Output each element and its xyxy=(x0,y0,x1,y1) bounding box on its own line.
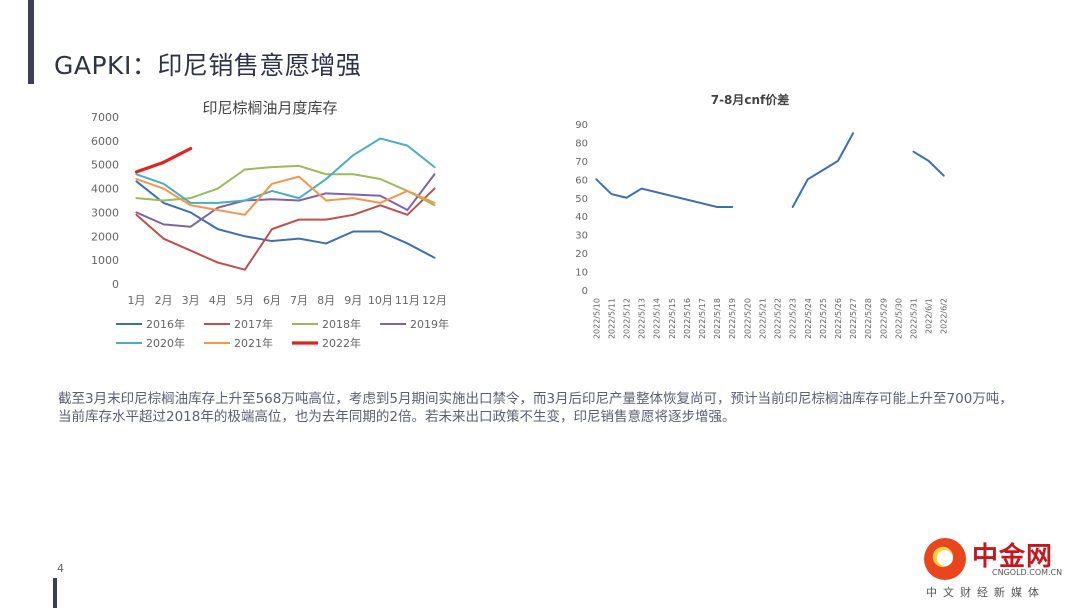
logo-tagline: 中文财经新媒体 xyxy=(926,586,1045,599)
x-tick-label: 2022/5/11 xyxy=(607,298,616,339)
y-tick-label: 6000 xyxy=(91,135,119,148)
legend-label: 2022年 xyxy=(322,336,361,350)
x-tick-label: 2022/5/22 xyxy=(774,298,783,339)
series-line-2016年 xyxy=(135,180,436,259)
series-line-series-0 xyxy=(912,150,945,177)
y-tick-label: 10 xyxy=(575,268,588,279)
x-tick-label: 12月 xyxy=(422,294,447,307)
y-tick-label: 40 xyxy=(575,212,588,223)
y-tick-label: 0 xyxy=(582,286,588,297)
x-tick-label: 2022/5/20 xyxy=(743,298,752,339)
x-tick-label: 2022/5/26 xyxy=(834,298,843,339)
legend-label: 2016年 xyxy=(146,317,185,331)
x-tick-label: 2022/5/25 xyxy=(819,298,828,339)
x-tick-label: 2022/5/28 xyxy=(864,298,873,339)
y-tick-label: 0 xyxy=(112,278,119,291)
series-line-2019年 xyxy=(135,173,436,228)
y-tick-label: 3000 xyxy=(91,206,119,219)
x-tick-label: 2022/5/16 xyxy=(683,298,692,339)
y-tick-label: 60 xyxy=(575,175,588,186)
y-tick-label: 2000 xyxy=(91,230,119,243)
x-tick-label: 8月 xyxy=(317,294,335,307)
x-tick-label: 1月 xyxy=(127,294,145,307)
x-tick-label: 2022/5/18 xyxy=(713,298,722,339)
x-tick-label: 2022/5/30 xyxy=(894,298,903,339)
chart-title: 印尼棕榈油月度库存 xyxy=(202,99,337,117)
x-tick-label: 7月 xyxy=(290,294,308,307)
page-number: 4 xyxy=(57,562,64,575)
x-tick-label: 2022/5/31 xyxy=(909,298,918,339)
x-tick-label: 9月 xyxy=(344,294,362,307)
x-tick-label: 2022/5/23 xyxy=(789,298,798,339)
y-tick-label: 7000 xyxy=(91,111,119,124)
x-tick-label: 2022/5/14 xyxy=(653,298,662,339)
legend-label: 2018年 xyxy=(322,317,361,331)
y-tick-label: 50 xyxy=(575,194,588,205)
y-tick-label: 90 xyxy=(575,120,588,131)
y-tick-label: 30 xyxy=(575,231,588,242)
series-line-2022年 xyxy=(134,146,193,174)
cngold-logo: 中金网 CNGOLD.COM.CN 中文财经新媒体 xyxy=(920,536,1070,600)
x-tick-label: 2022/5/19 xyxy=(728,298,737,339)
footer-accent-bar xyxy=(53,578,57,608)
chart-title: 7-8月cnf价差 xyxy=(711,92,790,107)
legend-label: 2021年 xyxy=(234,336,273,350)
summary-paragraph: 截至3月末印尼棕榈油库存上升至568万吨高位，考虑到5月期间实施出口禁令，而3月… xyxy=(58,391,1013,425)
title-accent-bar xyxy=(28,0,34,84)
series-line-series-0 xyxy=(595,178,734,208)
x-tick-label: 2022/5/17 xyxy=(698,298,707,339)
x-tick-label: 2022/5/10 xyxy=(592,298,601,339)
y-tick-label: 20 xyxy=(575,249,588,260)
logo-mark-icon xyxy=(924,538,966,580)
x-tick-label: 4月 xyxy=(209,294,227,307)
x-tick-label: 2022/5/12 xyxy=(623,298,632,339)
x-tick-label: 3月 xyxy=(182,294,200,307)
cnf-spread-line-chart: 7-8月cnf价差 0 10 20 30 40 50 60 70 80 90 2022/5/10 202… xyxy=(560,88,960,350)
y-tick-label: 4000 xyxy=(91,183,119,196)
x-tick-label: 2022/5/21 xyxy=(758,298,767,339)
series-line-2021年 xyxy=(135,175,436,216)
x-tick-label: 11月 xyxy=(395,294,420,307)
x-tick-label: 6月 xyxy=(263,294,281,307)
y-tick-label: 1000 xyxy=(91,254,119,267)
x-tick-label: 2022/6/1 xyxy=(925,298,934,334)
y-tick-label: 80 xyxy=(575,138,588,149)
series-line-series-0 xyxy=(791,132,855,208)
legend-label: 2019年 xyxy=(410,317,449,331)
x-tick-label: 2022/5/24 xyxy=(804,298,813,339)
x-tick-label: 2022/5/13 xyxy=(638,298,647,339)
x-tick-label: 2022/5/29 xyxy=(879,298,888,339)
legend-label: 2020年 xyxy=(146,336,185,350)
series-line-2020年 xyxy=(135,137,436,204)
logo-domain: CNGOLD.COM.CN xyxy=(992,568,1063,577)
x-tick-label: 2022/6/2 xyxy=(940,298,949,334)
x-tick-label: 2022/5/15 xyxy=(668,298,677,339)
y-tick-label: 5000 xyxy=(91,159,119,172)
x-tick-label: 5月 xyxy=(236,294,254,307)
page-title: GAPKI：印尼销售意愿增强 xyxy=(54,51,362,80)
logo-name: 中金网 xyxy=(972,542,1054,572)
x-tick-label: 2022/5/27 xyxy=(849,298,858,339)
x-tick-label: 10月 xyxy=(368,294,393,307)
series-line-2017年 xyxy=(135,187,436,271)
y-tick-label: 70 xyxy=(575,157,588,168)
inventory-line-chart: 印尼棕榈油月度库存 0 1000 2000 3000 4000 5000 6000 7000 1月… xyxy=(80,92,480,354)
x-tick-label: 2月 xyxy=(155,294,173,307)
legend-label: 2017年 xyxy=(234,317,273,331)
